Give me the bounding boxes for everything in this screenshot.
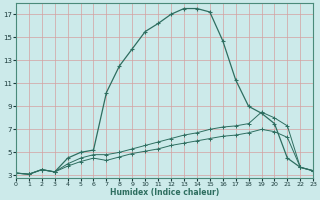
X-axis label: Humidex (Indice chaleur): Humidex (Indice chaleur) <box>110 188 219 197</box>
